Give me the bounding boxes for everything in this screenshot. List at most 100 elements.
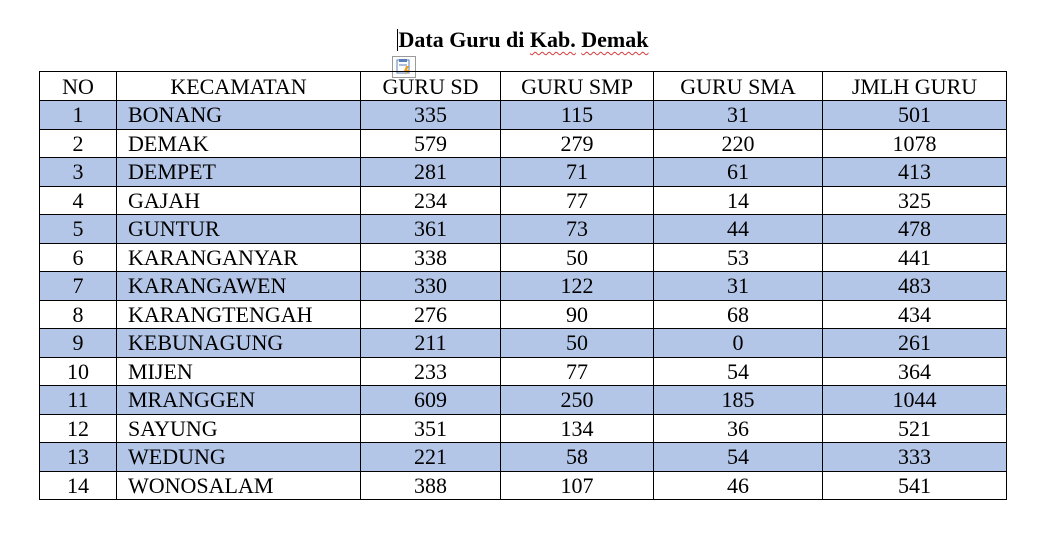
cell-guru-sd: 211 [360,328,501,358]
table-header-row: NO KECAMATAN GURU SD GURU SMP GURU SMA J… [39,71,1007,101]
cell-guru-smp: 50 [500,328,654,358]
cell-guru-sd: 221 [360,442,501,472]
cell-guru-sma: 185 [653,385,823,415]
table-row: 4 GAJAH 234 77 14 325 [39,185,1007,215]
cell-no: 10 [39,356,117,386]
cell-kecamatan: MRANGGEN [116,385,361,415]
title-word-kab[interactable]: Kab. [529,27,576,52]
cell-jmlh-guru: 434 [822,299,1007,329]
cell-guru-sd: 361 [360,214,501,244]
cell-jmlh-guru: 333 [822,442,1007,472]
table-row: 9 KEBUNAGUNG 211 50 0 261 [39,328,1007,358]
table-row: 12 SAYUNG 351 134 36 521 [39,413,1007,443]
table-row: 7 KARANGAWEN 330 122 31 483 [39,271,1007,301]
cell-kecamatan: WONOSALAM [116,470,361,500]
teacher-data-table: NO KECAMATAN GURU SD GURU SMP GURU SMA J… [39,71,1007,500]
header-guru-smp: GURU SMP [500,71,654,101]
cell-kecamatan: KEBUNAGUNG [116,328,361,358]
cell-guru-sma: 44 [653,214,823,244]
cell-guru-sd: 330 [360,271,501,301]
cell-guru-smp: 73 [500,214,654,244]
table-row: 13 WEDUNG 221 58 54 333 [39,442,1007,472]
cell-kecamatan: BONANG [116,100,361,130]
cell-guru-sma: 220 [653,128,823,158]
table-row: 10 MIJEN 233 77 54 364 [39,356,1007,386]
cell-guru-smp: 50 [500,242,654,272]
cell-no: 1 [39,100,117,130]
cell-guru-sma: 54 [653,442,823,472]
cell-guru-sd: 338 [360,242,501,272]
cell-guru-sd: 233 [360,356,501,386]
cell-jmlh-guru: 478 [822,214,1007,244]
cell-guru-sd: 281 [360,157,501,187]
cell-no: 11 [39,385,117,415]
header-guru-sma: GURU SMA [653,71,823,101]
cell-no: 12 [39,413,117,443]
cell-guru-sd: 579 [360,128,501,158]
cell-kecamatan: KARANGAWEN [116,271,361,301]
cell-guru-sma: 14 [653,185,823,215]
cell-no: 9 [39,328,117,358]
cell-kecamatan: MIJEN [116,356,361,386]
cell-guru-sma: 31 [653,271,823,301]
table-row: 11 MRANGGEN 609 250 185 1044 [39,385,1007,415]
cell-guru-smp: 115 [500,100,654,130]
cell-guru-sma: 36 [653,413,823,443]
cell-no: 8 [39,299,117,329]
cell-kecamatan: WEDUNG [116,442,361,472]
header-guru-sd: GURU SD [360,71,501,101]
cell-jmlh-guru: 1078 [822,128,1007,158]
header-jmlh-guru: JMLH GURU [822,71,1007,101]
cell-guru-sd: 234 [360,185,501,215]
cell-guru-sma: 31 [653,100,823,130]
title-word-demak[interactable]: Demak [581,27,649,52]
cell-guru-sma: 68 [653,299,823,329]
cell-guru-smp: 71 [500,157,654,187]
cell-guru-smp: 107 [500,470,654,500]
cell-kecamatan: DEMPET [116,157,361,187]
document-title: Data Guru di Kab. Demak [0,26,1045,54]
table-row: 5 GUNTUR 361 73 44 478 [39,214,1007,244]
cell-guru-sma: 46 [653,470,823,500]
cell-jmlh-guru: 521 [822,413,1007,443]
cell-kecamatan: GAJAH [116,185,361,215]
cell-guru-smp: 250 [500,385,654,415]
table-row: 3 DEMPET 281 71 61 413 [39,157,1007,187]
cell-no: 5 [39,214,117,244]
cell-no: 7 [39,271,117,301]
cell-no: 2 [39,128,117,158]
title-text-plain: Data Guru di [398,27,530,52]
cell-guru-sma: 61 [653,157,823,187]
cell-no: 13 [39,442,117,472]
cell-guru-sd: 388 [360,470,501,500]
cell-guru-sma: 54 [653,356,823,386]
cell-jmlh-guru: 413 [822,157,1007,187]
cell-jmlh-guru: 364 [822,356,1007,386]
cell-jmlh-guru: 261 [822,328,1007,358]
cell-jmlh-guru: 483 [822,271,1007,301]
cell-kecamatan: SAYUNG [116,413,361,443]
cell-kecamatan: GUNTUR [116,214,361,244]
cell-guru-smp: 279 [500,128,654,158]
header-kecamatan: KECAMATAN [116,71,361,101]
header-no: NO [39,71,117,101]
text-cursor [396,29,398,51]
cell-jmlh-guru: 541 [822,470,1007,500]
cell-jmlh-guru: 325 [822,185,1007,215]
cell-no: 6 [39,242,117,272]
table-row: 1 BONANG 335 115 31 501 [39,100,1007,130]
cell-guru-sd: 276 [360,299,501,329]
cell-no: 3 [39,157,117,187]
cell-kecamatan: DEMAK [116,128,361,158]
cell-guru-smp: 90 [500,299,654,329]
cell-no: 4 [39,185,117,215]
cell-jmlh-guru: 1044 [822,385,1007,415]
table-row: 6 KARANGANYAR 338 50 53 441 [39,242,1007,272]
cell-kecamatan: KARANGTENGAH [116,299,361,329]
cell-guru-sma: 53 [653,242,823,272]
cell-no: 14 [39,470,117,500]
cell-guru-sd: 351 [360,413,501,443]
cell-guru-sd: 335 [360,100,501,130]
table-row: 2 DEMAK 579 279 220 1078 [39,128,1007,158]
cell-guru-sd: 609 [360,385,501,415]
